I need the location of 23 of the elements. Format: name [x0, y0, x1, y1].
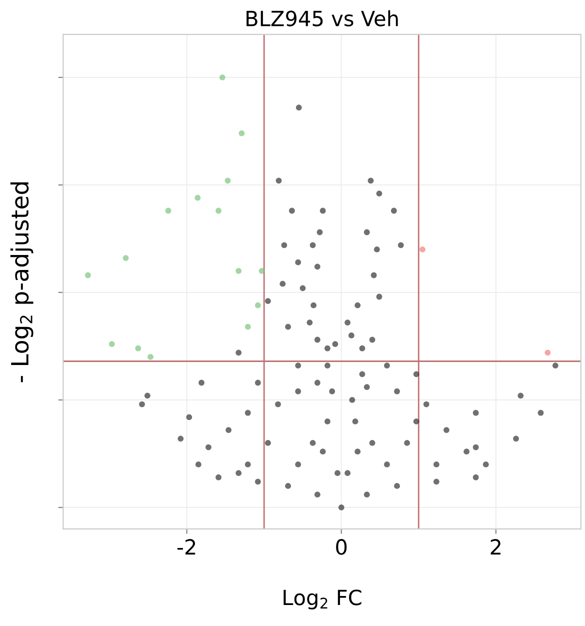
- point: [148, 354, 154, 360]
- point: [165, 208, 172, 214]
- point: [544, 350, 551, 356]
- point: [224, 178, 231, 184]
- point: [238, 130, 245, 136]
- point: [254, 302, 261, 308]
- x-tick-label: 0: [336, 539, 347, 555]
- x-tick-label: 2: [490, 539, 500, 555]
- x-tick-label: -2: [177, 539, 196, 555]
- chart-title: BLZ945 vs Veh: [246, 10, 398, 26]
- point: [219, 74, 226, 80]
- point: [244, 324, 251, 330]
- y-axis-title: - Log$_{2}$ p-adjusted: [10, 182, 34, 382]
- point: [258, 268, 265, 274]
- point: [236, 268, 242, 274]
- point: [122, 255, 129, 261]
- point: [84, 272, 91, 278]
- x-axis-title: Log$_{2}$ FC: [284, 590, 362, 610]
- point: [216, 208, 222, 214]
- point: [420, 246, 426, 252]
- point: [194, 194, 201, 201]
- point: [135, 345, 142, 352]
- point: [108, 341, 115, 347]
